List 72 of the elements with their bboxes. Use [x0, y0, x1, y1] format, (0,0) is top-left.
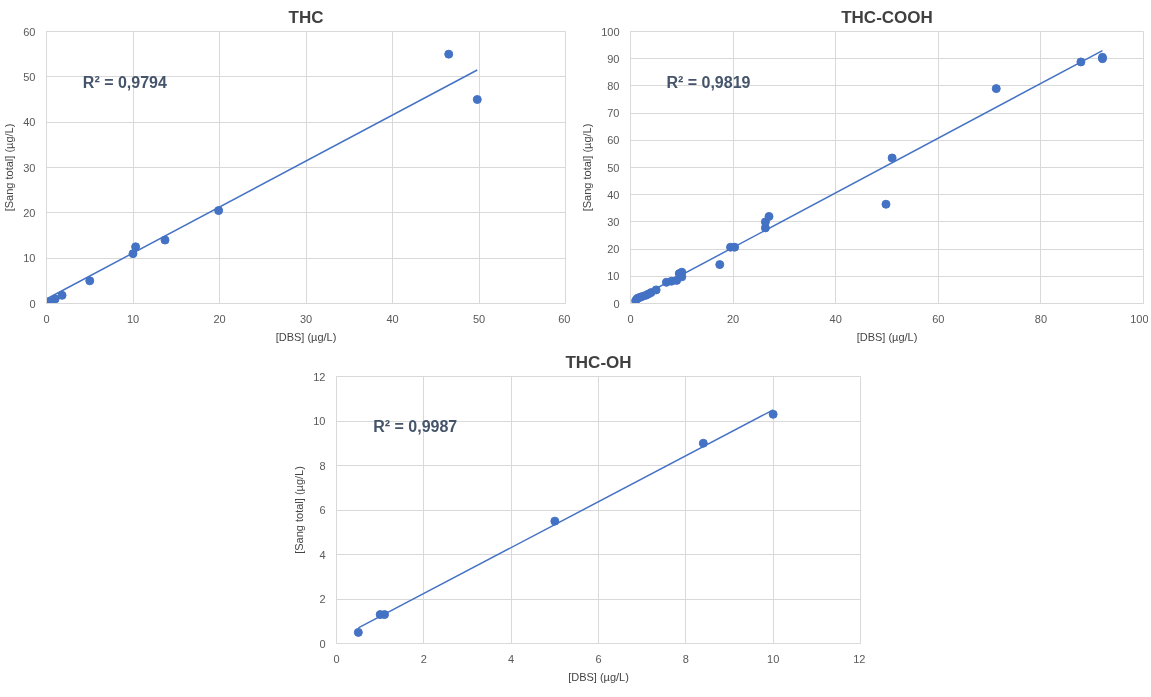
x-tick-label: 6	[595, 652, 602, 665]
x-tick-label: 40	[829, 312, 842, 325]
x-axis-title: [DBS] (µg/L)	[275, 330, 337, 343]
point	[698, 438, 708, 448]
point	[131, 242, 141, 252]
x-tick-label: 0	[627, 312, 634, 325]
x-axis-title: [DBS] (µg/L)	[856, 330, 918, 343]
point	[160, 235, 170, 245]
x-tick-label: 30	[299, 312, 313, 325]
y-tick-label: 80	[607, 79, 620, 92]
y-tick-label: 30	[607, 215, 620, 228]
point	[991, 84, 1001, 94]
y-tick-label: 30	[23, 161, 36, 174]
x-tick-label: 20	[213, 312, 226, 325]
y-tick-label: 10	[313, 415, 326, 427]
point	[715, 260, 725, 270]
y-tick-label: 100	[601, 25, 620, 38]
x-tick-label: 10	[767, 652, 780, 665]
y-tick-label: 50	[23, 70, 36, 83]
y-tick-label: 2	[319, 593, 326, 605]
x-tick-label: 40	[386, 312, 399, 325]
x-tick-label: 50	[472, 312, 486, 325]
y-tick-label: 20	[607, 243, 620, 256]
x-tick-label: 4	[508, 652, 515, 665]
point	[214, 206, 224, 216]
point	[764, 211, 774, 221]
y-tick-label: 60	[23, 25, 36, 38]
y-tick-label: 10	[23, 252, 36, 265]
point	[768, 409, 778, 419]
point	[887, 153, 897, 163]
annotation: R² = 0,9794	[82, 74, 167, 92]
y-tick-label: 0	[319, 637, 326, 650]
x-tick-label: 60	[558, 312, 571, 325]
x-tick-label: 8	[682, 652, 689, 665]
x-tick-label: 10	[126, 312, 140, 325]
y-tick-label: 0	[613, 297, 620, 310]
x-axis-title: [DBS] (µg/L)	[568, 670, 629, 683]
y-tick-label: 10	[607, 270, 620, 283]
y-axis-title: [Sang total] (µg/L)	[3, 123, 16, 212]
chart-title: THC-OH	[565, 352, 632, 372]
x-tick-label: 0	[333, 652, 340, 665]
point	[85, 276, 95, 286]
y-axis-title: [Sang total] (µg/L)	[581, 123, 594, 212]
y-tick-label: 8	[319, 459, 326, 472]
point	[57, 290, 67, 300]
point	[444, 49, 454, 59]
x-tick-label: 80	[1034, 312, 1048, 325]
x-tick-label: 0	[43, 312, 50, 325]
y-tick-label: 50	[607, 161, 620, 174]
chart-title: THC-COOH	[841, 7, 933, 27]
x-tick-label: 2	[420, 652, 427, 665]
x-tick-label: 20	[726, 312, 740, 325]
y-tick-label: 0	[29, 297, 36, 310]
y-tick-label: 40	[23, 116, 36, 129]
x-tick-label: 100	[1130, 312, 1149, 325]
x-tick-label: 60	[932, 312, 945, 325]
point	[353, 627, 363, 637]
y-tick-label: 4	[319, 548, 326, 561]
annotation: R² = 0,9819	[666, 74, 751, 92]
y-tick-label: 90	[607, 52, 620, 65]
x-tick-label: 12	[853, 652, 866, 665]
y-axis-title: [Sang total] (µg/L)	[293, 466, 306, 554]
annotation: R² = 0,9987	[373, 418, 458, 436]
y-tick-label: 70	[607, 107, 620, 120]
y-tick-label: 60	[607, 134, 620, 147]
y-tick-label: 20	[23, 206, 36, 219]
y-tick-label: 12	[313, 370, 326, 383]
point	[881, 199, 891, 209]
point	[472, 95, 482, 104]
chart-title: THC	[288, 7, 324, 27]
y-tick-label: 40	[607, 188, 620, 201]
y-tick-label: 6	[319, 504, 326, 516]
